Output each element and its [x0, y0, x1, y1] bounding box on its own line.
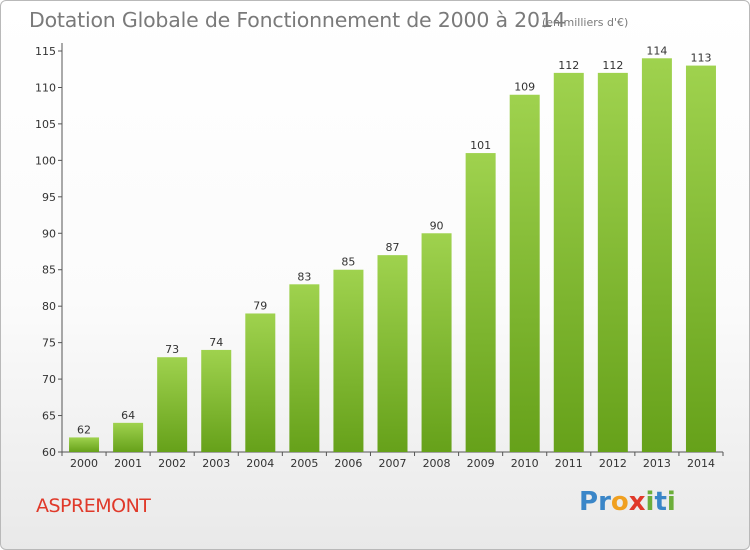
x-tick-label: 2000 — [70, 457, 98, 470]
x-tick-label: 2011 — [555, 457, 583, 470]
town-name: ASPREMONT — [36, 495, 151, 517]
bar-2004 — [245, 313, 276, 452]
x-tick-label: 2009 — [467, 457, 495, 470]
bar-2003 — [201, 349, 232, 452]
x-tick-label: 2008 — [423, 457, 451, 470]
logo-letter: x — [628, 487, 646, 517]
bar-2009 — [465, 153, 496, 452]
bar-2006 — [333, 269, 364, 452]
bar-2011 — [553, 72, 584, 452]
y-tick-label: 80 — [42, 300, 56, 313]
bar-2014 — [685, 65, 716, 452]
y-tick-label: 70 — [42, 373, 56, 386]
data-label-2010: 109 — [514, 81, 535, 94]
x-tick-label: 2005 — [290, 457, 318, 470]
logo-letter: i — [645, 487, 655, 517]
chart-title: Dotation Globale de Fonctionnement de 20… — [29, 8, 566, 32]
data-label-2009: 101 — [470, 139, 491, 152]
x-tick-label: 2014 — [687, 457, 715, 470]
bar-2005 — [289, 284, 320, 452]
bars — [69, 58, 716, 453]
y-tick-label: 100 — [35, 154, 56, 167]
logo-letter: r — [598, 487, 611, 517]
y-tick-label: 65 — [42, 410, 56, 423]
x-tick-label: 2007 — [379, 457, 407, 470]
data-label-2008: 90 — [430, 219, 444, 232]
y-tick-label: 95 — [42, 191, 56, 204]
bar-2007 — [377, 255, 408, 452]
data-label-2001: 64 — [121, 409, 135, 422]
y-tick-label: 75 — [42, 337, 56, 350]
logo-letter: i — [666, 487, 676, 517]
x-tick-label: 2010 — [511, 457, 539, 470]
bar-2002 — [157, 357, 188, 452]
x-tick-label: 2001 — [114, 457, 142, 470]
bar-2001 — [113, 422, 144, 452]
data-label-2003: 74 — [209, 336, 223, 349]
data-label-2005: 83 — [297, 270, 311, 283]
y-tick-label: 110 — [35, 81, 56, 94]
data-labels: 62 64 73 74 79 83 85 87 90 101 109 112 112 114 113 — [77, 44, 711, 436]
y-tick-label: 85 — [42, 264, 56, 277]
data-label-2006: 85 — [341, 256, 355, 269]
y-tick-label: 115 — [35, 45, 56, 58]
data-label-2013: 114 — [646, 44, 667, 57]
x-tick-label: 2012 — [599, 457, 627, 470]
y-tick-label: 105 — [35, 118, 56, 131]
bar-2008 — [421, 233, 452, 452]
y-tick-label: 60 — [42, 446, 56, 459]
bar-2000 — [69, 437, 100, 452]
x-tick-label: 2006 — [334, 457, 362, 470]
logo-letter: P — [579, 487, 599, 517]
chart-subtitle: (en milliers d'€) — [542, 16, 629, 29]
axes: 60 65 70 75 80 85 90 95 100 105 110 115 2000 2001 2002… — [35, 43, 724, 470]
bar-2010 — [509, 94, 540, 452]
bar-2013 — [641, 58, 672, 453]
data-label-2011: 112 — [558, 59, 579, 72]
logo-letter: t — [654, 487, 667, 517]
data-label-2004: 79 — [253, 299, 267, 312]
data-label-2012: 112 — [602, 59, 623, 72]
x-tick-label: 2013 — [643, 457, 671, 470]
data-label-2002: 73 — [165, 343, 179, 356]
x-tick-label: 2004 — [246, 457, 274, 470]
data-label-2000: 62 — [77, 423, 91, 436]
data-label-2007: 87 — [386, 241, 400, 254]
y-tick-label: 90 — [42, 227, 56, 240]
proxiti-logo[interactable]: Proxiti — [579, 487, 676, 517]
bar-2012 — [597, 72, 628, 452]
x-tick-label: 2003 — [202, 457, 230, 470]
logo-letter: o — [610, 487, 629, 517]
x-tick-label: 2002 — [158, 457, 186, 470]
data-label-2014: 113 — [690, 52, 711, 65]
